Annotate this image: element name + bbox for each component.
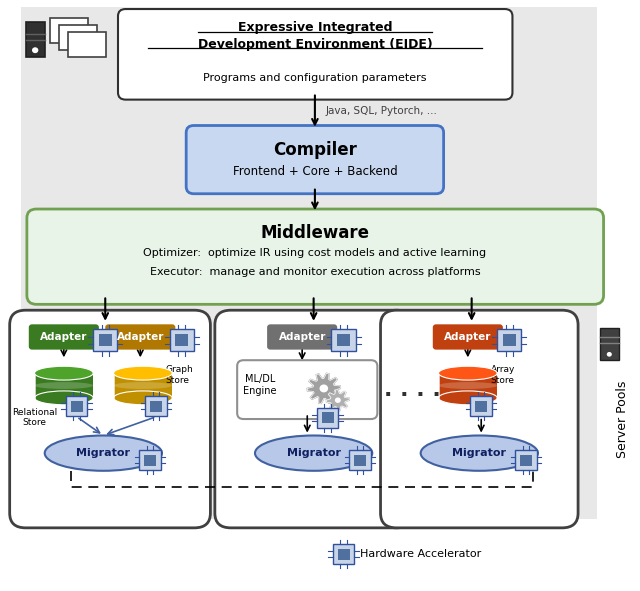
Bar <box>515 450 537 470</box>
FancyBboxPatch shape <box>29 324 99 350</box>
Bar <box>93 329 117 352</box>
Text: Expressive Integrated: Expressive Integrated <box>237 21 392 34</box>
Text: Graph
Store: Graph Store <box>166 365 193 385</box>
Circle shape <box>32 47 38 53</box>
Text: Adapter: Adapter <box>40 332 88 342</box>
Bar <box>66 396 88 416</box>
FancyBboxPatch shape <box>105 324 175 350</box>
Text: Middleware: Middleware <box>260 223 369 242</box>
Circle shape <box>319 385 328 392</box>
FancyBboxPatch shape <box>267 324 337 350</box>
Bar <box>332 329 356 352</box>
Bar <box>70 401 83 411</box>
Circle shape <box>607 352 612 357</box>
Ellipse shape <box>420 436 538 471</box>
FancyBboxPatch shape <box>10 310 211 528</box>
Bar <box>113 373 172 398</box>
Ellipse shape <box>438 382 497 389</box>
Text: Server Pools: Server Pools <box>616 381 629 457</box>
FancyBboxPatch shape <box>433 324 503 350</box>
Text: Migrator: Migrator <box>287 448 340 458</box>
Bar <box>99 334 112 346</box>
Polygon shape <box>307 374 340 404</box>
Bar <box>600 328 620 360</box>
Bar <box>322 413 333 423</box>
Bar <box>470 396 492 416</box>
Text: . . . .: . . . . <box>384 379 441 400</box>
Bar <box>337 334 350 346</box>
Bar <box>150 401 162 411</box>
Bar <box>354 454 366 466</box>
Ellipse shape <box>438 366 497 380</box>
Text: Optimizer:  optimize IR using cost models and active learning: Optimizer: optimize IR using cost models… <box>143 248 486 258</box>
Bar <box>50 18 88 43</box>
Bar <box>145 396 167 416</box>
Text: Development Environment (EIDE): Development Environment (EIDE) <box>198 38 432 51</box>
Bar <box>333 544 355 564</box>
Ellipse shape <box>35 391 93 405</box>
Text: Java, SQL, Pytorch, ...: Java, SQL, Pytorch, ... <box>325 106 437 116</box>
Bar <box>338 549 349 560</box>
Bar <box>502 334 516 346</box>
Bar <box>317 408 339 428</box>
FancyBboxPatch shape <box>237 360 378 419</box>
Ellipse shape <box>113 391 172 405</box>
Text: Adapter: Adapter <box>278 332 326 342</box>
Bar <box>497 329 522 352</box>
Text: Adapter: Adapter <box>116 332 164 342</box>
Bar <box>59 25 97 50</box>
Bar <box>520 454 532 466</box>
Ellipse shape <box>35 366 93 380</box>
Text: Adapter: Adapter <box>444 332 492 342</box>
Text: ML/DL
Engine: ML/DL Engine <box>243 374 277 396</box>
Ellipse shape <box>113 366 172 380</box>
FancyBboxPatch shape <box>118 9 513 100</box>
Text: Frontend + Core + Backend: Frontend + Core + Backend <box>232 165 397 178</box>
Polygon shape <box>326 389 349 411</box>
Bar <box>35 373 93 398</box>
Text: Array
Store: Array Store <box>491 365 515 385</box>
Text: Relational
Store: Relational Store <box>12 408 57 427</box>
Bar <box>476 401 487 411</box>
Text: Executor:  manage and monitor execution across platforms: Executor: manage and monitor execution a… <box>150 267 480 277</box>
Bar <box>68 32 106 57</box>
Text: Hardware Accelerator: Hardware Accelerator <box>360 549 481 559</box>
Bar <box>20 7 597 519</box>
Bar <box>170 329 194 352</box>
Bar <box>438 373 497 398</box>
Ellipse shape <box>35 382 93 389</box>
Ellipse shape <box>255 436 372 471</box>
Ellipse shape <box>45 436 162 471</box>
FancyBboxPatch shape <box>215 310 412 528</box>
Ellipse shape <box>438 391 497 405</box>
FancyBboxPatch shape <box>381 310 578 528</box>
Bar <box>175 334 188 346</box>
Bar <box>144 454 156 466</box>
Bar <box>349 450 371 470</box>
Circle shape <box>335 398 341 403</box>
Text: Programs and configuration parameters: Programs and configuration parameters <box>203 73 427 83</box>
Bar <box>26 22 45 57</box>
Ellipse shape <box>113 382 172 389</box>
Text: Migrator: Migrator <box>452 448 506 458</box>
FancyBboxPatch shape <box>27 209 604 304</box>
Text: Compiler: Compiler <box>273 141 357 159</box>
Text: Migrator: Migrator <box>76 448 131 458</box>
Bar <box>139 450 161 470</box>
FancyBboxPatch shape <box>186 125 444 194</box>
